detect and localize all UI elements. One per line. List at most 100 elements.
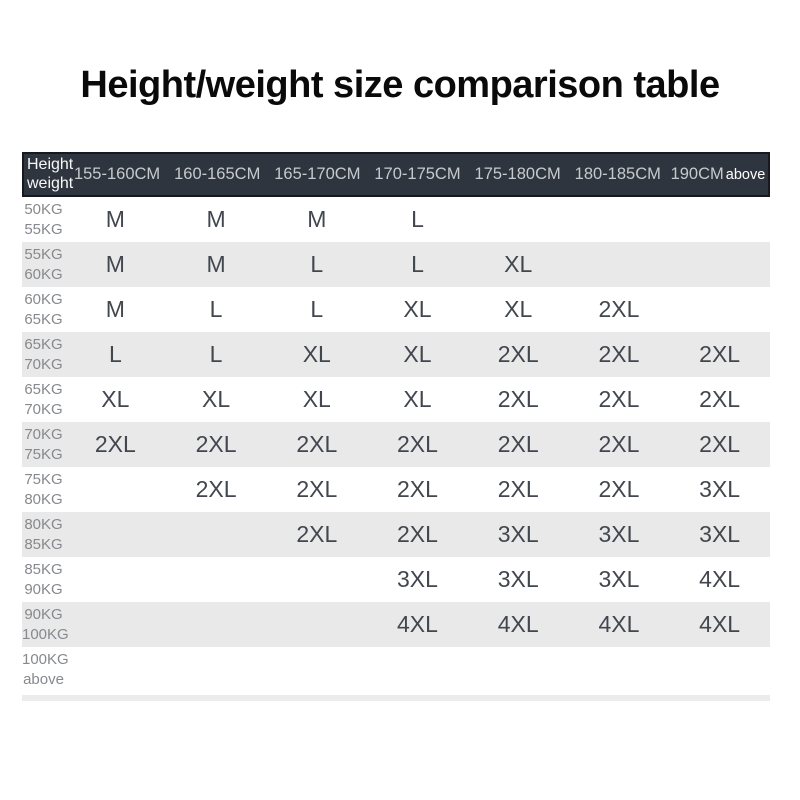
size-cell: 3XL	[598, 566, 640, 592]
table-row: 65KG 70KG XL XL XL XL 2XL 2XL 2XL	[22, 377, 770, 422]
weight-label-line: 90KG	[24, 606, 63, 624]
height-header-cell: 190CM above	[668, 165, 768, 184]
weight-label-line: 100KG	[22, 651, 69, 669]
weight-label-line: 75KG	[24, 445, 63, 463]
size-cell: M	[105, 251, 125, 277]
weight-label-line: 90KG	[24, 580, 63, 598]
size-cell: 3XL	[397, 566, 438, 592]
size-cell: 2XL	[497, 476, 539, 502]
table-row: 65KG 70KG L L XL XL 2XL 2XL 2XL	[22, 332, 770, 377]
size-cell: 2XL	[699, 431, 741, 457]
size-cell: 2XL	[94, 431, 136, 457]
weight-label-line: 55KG	[24, 220, 63, 238]
size-cell: 2XL	[598, 296, 640, 322]
table-row: 100KG above	[22, 647, 770, 692]
table-row: 75KG 80KG 2XL 2XL 2XL 2XL 2XL 3XL	[22, 467, 770, 512]
table-row: 80KG 85KG 2XL 2XL 3XL 3XL 3XL	[22, 512, 770, 557]
weight-label-line: 65KG	[24, 310, 63, 328]
size-cell: L	[411, 251, 424, 277]
size-cell: 3XL	[699, 476, 741, 502]
size-cell: 4XL	[397, 611, 438, 637]
weight-label-line: 65KG	[24, 336, 63, 354]
size-cell: L	[310, 251, 324, 277]
header-row: Height weight 155-160CM 160-165CM 165-170C…	[22, 152, 770, 197]
size-cell: 4XL	[699, 566, 741, 592]
size-cell: M	[105, 296, 125, 322]
size-cell: XL	[403, 341, 432, 367]
size-cell: 2XL	[195, 431, 237, 457]
weight-label-line: 70KG	[24, 355, 63, 373]
weight-label-line: 65KG	[24, 381, 63, 399]
size-cell: XL	[302, 341, 331, 367]
size-cell: L	[209, 341, 223, 367]
height-header-cell: 155-160CM	[73, 165, 161, 183]
table-row: 60KG 65KG M L L XL XL 2XL	[22, 287, 770, 332]
height-header-cell: 180-185CM	[574, 165, 661, 183]
size-cell: XL	[101, 386, 130, 412]
weight-label-line: 80KG	[24, 490, 63, 508]
weight-label-line: 50KG	[24, 201, 63, 219]
table-row: 85KG 90KG 3XL 3XL 3XL 4XL	[22, 557, 770, 602]
size-cell: 2XL	[699, 386, 741, 412]
size-cell: M	[307, 206, 327, 232]
size-cell: 2XL	[598, 386, 640, 412]
size-cell: 4XL	[699, 611, 741, 637]
size-cell: XL	[403, 296, 432, 322]
size-cell: 2XL	[497, 431, 539, 457]
weight-label-line: 55KG	[24, 246, 63, 264]
corner-header: Height weight	[24, 156, 74, 192]
bottom-divider	[22, 695, 770, 701]
size-comparison-table: Height weight 155-160CM 160-165CM 165-170C…	[22, 152, 770, 701]
weight-label-line: 100KG	[22, 625, 69, 643]
size-cell: 2XL	[296, 431, 338, 457]
size-cell: 4XL	[598, 611, 640, 637]
weight-label: 80KG 85KG	[22, 515, 65, 553]
size-cell: 2XL	[397, 521, 438, 547]
height-header-main: 190CM	[670, 165, 724, 183]
size-cell: 2XL	[699, 341, 741, 367]
height-header-above: above	[725, 167, 766, 183]
size-cell: XL	[504, 251, 533, 277]
size-cell: XL	[403, 386, 432, 412]
size-cell: XL	[302, 386, 331, 412]
size-cell: 2XL	[598, 476, 640, 502]
size-cell: 3XL	[598, 521, 640, 547]
weight-label-line: 75KG	[24, 471, 63, 489]
table-row: 55KG 60KG M M L L XL	[22, 242, 770, 287]
weight-label-line: 60KG	[24, 291, 63, 309]
table-row: 90KG 100KG 4XL 4XL 4XL 4XL	[22, 602, 770, 647]
weight-label: 50KG 55KG	[22, 200, 65, 238]
size-cell: 2XL	[497, 341, 539, 367]
weight-label: 65KG 70KG	[22, 335, 65, 373]
size-cell: L	[310, 296, 324, 322]
height-header-cell: 170-175CM	[374, 165, 461, 183]
corner-header-line-1: Height	[27, 156, 74, 174]
weight-label: 85KG 90KG	[22, 560, 65, 598]
table-body: 50KG 55KG M M M L 55KG 60KG M M L L XL 60KG 65KG M L L XL X…	[22, 197, 770, 692]
size-cell: L	[209, 296, 223, 322]
size-cell: 2XL	[397, 431, 438, 457]
table-row: 50KG 55KG M M M L	[22, 197, 770, 242]
weight-label-line: 80KG	[24, 516, 63, 534]
corner-header-line-2: weight	[27, 174, 74, 192]
weight-label: 100KG above	[22, 650, 69, 688]
weight-label: 65KG 70KG	[22, 380, 65, 418]
height-header-cell: 175-180CM	[474, 165, 561, 183]
weight-label: 60KG 65KG	[22, 290, 65, 328]
size-cell: 2XL	[598, 341, 640, 367]
table-row: 70KG 75KG 2XL 2XL 2XL 2XL 2XL 2XL 2XL	[22, 422, 770, 467]
weight-label-line: 60KG	[24, 265, 63, 283]
size-cell: 2XL	[497, 386, 539, 412]
weight-label: 70KG 75KG	[22, 425, 65, 463]
size-cell: 2XL	[195, 476, 237, 502]
size-cell: 3XL	[699, 521, 741, 547]
weight-label: 75KG 80KG	[22, 470, 65, 508]
size-cell: 3XL	[497, 521, 539, 547]
size-cell: L	[108, 341, 122, 367]
size-cell: 2XL	[397, 476, 438, 502]
size-cell: XL	[201, 386, 231, 412]
weight-label-line: 85KG	[24, 561, 63, 579]
size-cell: 3XL	[497, 566, 539, 592]
weight-label-line: 70KG	[24, 400, 63, 418]
